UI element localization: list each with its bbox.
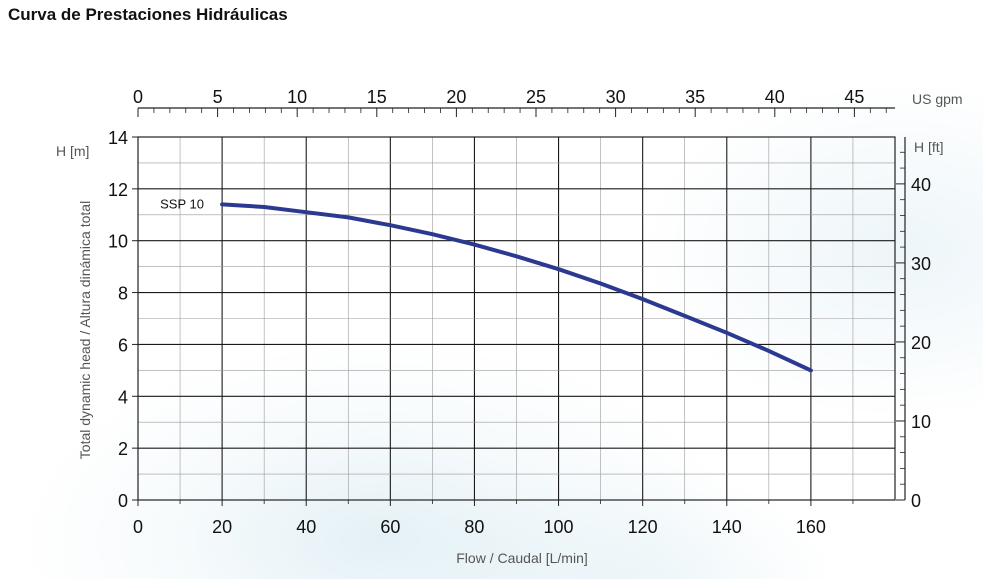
x2-unit-label: US gpm (912, 91, 963, 107)
chart-grid (138, 137, 895, 500)
data-point (641, 297, 645, 301)
data-point (809, 368, 813, 372)
x2-tick-label: 20 (446, 87, 466, 107)
series-line-ssp-10 (220, 202, 813, 373)
series-layer (220, 202, 813, 373)
x2-tick-label: 10 (287, 87, 307, 107)
x2-tick-label: 40 (765, 87, 785, 107)
y-tick-label: 4 (118, 387, 128, 407)
x-tick-label: 80 (464, 517, 484, 537)
y2-tick-label: 20 (911, 333, 931, 353)
x-tick-label: 120 (628, 517, 658, 537)
y-axis-title: Total dynamic head / Altura dinámica tot… (77, 201, 93, 459)
chart-axes (132, 107, 906, 506)
y2-tick-label: 30 (911, 254, 931, 274)
y-tick-label: 10 (108, 232, 128, 252)
data-point (430, 232, 434, 236)
y2-tick-label: 0 (911, 491, 921, 511)
data-point (515, 254, 519, 258)
x-tick-label: 40 (296, 517, 316, 537)
y2-tick-label: 10 (911, 412, 931, 432)
data-point (599, 281, 603, 285)
x-tick-label: 0 (133, 517, 143, 537)
x-tick-label: 140 (712, 517, 742, 537)
x2-tick-label: 35 (685, 87, 705, 107)
data-point (220, 202, 224, 206)
y-unit-label: H [m] (56, 143, 89, 159)
page-title: Curva de Prestaciones Hidráulicas (8, 5, 288, 24)
x-tick-label: 60 (380, 517, 400, 537)
x2-tick-label: 25 (526, 87, 546, 107)
y-tick-label: 6 (118, 335, 128, 355)
x-axis-title: Flow / Caudal [L/min] (456, 550, 588, 566)
y-tick-label: 14 (108, 128, 128, 148)
x-tick-label: 160 (796, 517, 826, 537)
x2-tick-label: 0 (133, 87, 143, 107)
x2-tick-label: 15 (367, 87, 387, 107)
data-point (262, 205, 266, 209)
x-tick-label: 100 (544, 517, 574, 537)
x2-tick-label: 45 (844, 87, 864, 107)
x2-tick-label: 30 (606, 87, 626, 107)
y-tick-label: 12 (108, 180, 128, 200)
data-point (472, 243, 476, 247)
series-label: SSP 10 (160, 196, 204, 211)
y-tick-label: 2 (118, 439, 128, 459)
data-point (725, 331, 729, 335)
y2-tick-label: 40 (911, 175, 931, 195)
x2-tick-label: 5 (213, 87, 223, 107)
x-tick-label: 20 (212, 517, 232, 537)
y-tick-label: 0 (118, 491, 128, 511)
y-tick-label: 8 (118, 284, 128, 304)
y2-unit-label: H [ft] (914, 139, 944, 155)
data-point (557, 267, 561, 271)
data-point (346, 215, 350, 219)
data-point (767, 349, 771, 353)
data-point (388, 223, 392, 227)
data-point (304, 210, 308, 214)
data-point (683, 314, 687, 318)
